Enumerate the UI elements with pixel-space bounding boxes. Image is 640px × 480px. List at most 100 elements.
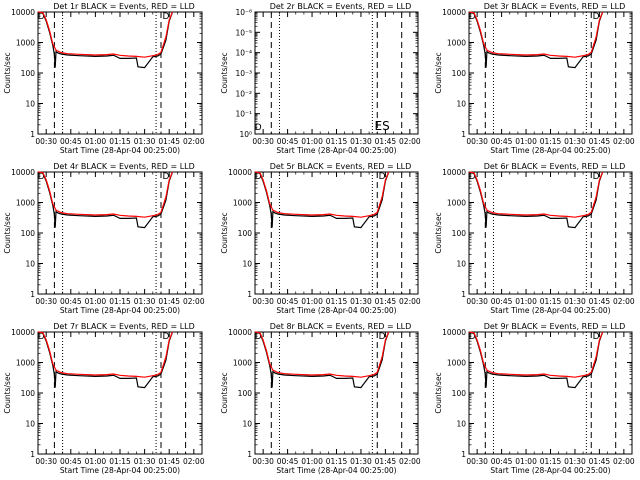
x-tick-label: 01:15: [326, 137, 348, 146]
panel-det-4r: Det 4r BLACK = Events, RED = LLD 1 10 100 10…: [3, 162, 205, 315]
annotation-label: D: [379, 172, 386, 182]
annotation-label: D: [379, 332, 386, 342]
y-tick-label: 1000: [233, 359, 252, 368]
x-tick-label: 01:00: [85, 457, 107, 466]
y-tick-label: 10⁻²: [235, 89, 252, 98]
x-tick-label: 01:15: [109, 457, 131, 466]
y-tick-label: 1: [30, 450, 35, 459]
x-tick-label: 02:00: [183, 137, 205, 146]
annotation-label: D: [469, 332, 476, 342]
annotation-label: D: [38, 172, 45, 182]
x-tick-label: 00:30: [252, 137, 274, 146]
x-tick-label: 02:00: [399, 297, 421, 306]
x-tick-label: 01:45: [375, 457, 397, 466]
y-tick-label: 100: [452, 229, 467, 238]
series-line-events: [468, 11, 604, 69]
x-tick-label: 00:30: [466, 457, 488, 466]
series-line-events: [37, 171, 174, 229]
y-tick-label: 10⁻¹: [235, 110, 252, 119]
x-tick-label: 00:45: [491, 457, 513, 466]
x-tick-label: 01:30: [564, 297, 586, 306]
y-tick-label: 100: [238, 229, 253, 238]
panel-det-7r: Det 7r BLACK = Events, RED = LLD 1 10 100 10…: [3, 322, 205, 475]
panel-det-2r: Det 2r BLACK = Events, RED = LLD 10⁰ 10⁻¹ 1…: [220, 2, 421, 155]
annotation-label: ES: [375, 119, 390, 133]
y-tick-label: 10: [25, 420, 35, 429]
y-axis-label: Counts/sec: [3, 212, 12, 253]
annotation-label: D: [593, 332, 600, 342]
y-tick-label: 1: [461, 450, 466, 459]
x-tick-label: 01:45: [589, 297, 611, 306]
x-tick-label: 00:45: [60, 457, 82, 466]
y-tick-label: 10: [25, 100, 35, 109]
y-tick-label: 10000: [442, 8, 466, 17]
y-tick-label: 100: [238, 389, 253, 398]
y-tick-label: 10: [456, 260, 466, 269]
annotation-label: D: [38, 12, 45, 22]
x-tick-label: 01:30: [134, 137, 156, 146]
annotation-label: D: [255, 123, 262, 133]
panel-title: Det 7r BLACK = Events, RED = LLD: [53, 322, 195, 331]
x-tick-label: 01:00: [515, 457, 537, 466]
series-line-lld: [254, 171, 390, 218]
y-tick-label: 100: [21, 389, 36, 398]
annotation-label: D: [469, 12, 476, 22]
y-tick-label: 10000: [228, 328, 252, 337]
panel-det-9r: Det 9r BLACK = Events, RED = LLD 1 10 100 10…: [434, 322, 635, 475]
y-tick-label: 1000: [233, 199, 252, 208]
y-tick-label: 1: [30, 130, 35, 139]
x-tick-label: 00:45: [60, 297, 82, 306]
y-tick-label: 1: [30, 290, 35, 299]
x-tick-label: 00:30: [35, 457, 57, 466]
y-tick-label: 1000: [16, 359, 35, 368]
x-tick-label: 01:00: [85, 297, 107, 306]
x-axis-label: Start Time (28-Apr-04 00:25:00): [60, 466, 180, 475]
x-axis-label: Start Time (28-Apr-04 00:25:00): [490, 146, 610, 155]
y-tick-label: 1000: [16, 39, 35, 48]
x-tick-label: 01:00: [85, 137, 107, 146]
x-axis-label: Start Time (28-Apr-04 00:25:00): [60, 146, 180, 155]
x-tick-label: 00:45: [277, 137, 299, 146]
x-tick-label: 01:15: [540, 297, 562, 306]
x-tick-label: 01:15: [109, 137, 131, 146]
x-tick-label: 01:30: [134, 457, 156, 466]
x-tick-label: 00:30: [35, 297, 57, 306]
series-line-lld: [37, 11, 174, 58]
y-tick-label: 1: [461, 130, 466, 139]
y-tick-label: 10: [242, 260, 252, 269]
x-tick-label: 01:45: [375, 137, 397, 146]
x-tick-label: 01:45: [158, 297, 180, 306]
x-axis-label: Start Time (28-Apr-04 00:25:00): [490, 466, 610, 475]
panel-det-6r: Det 6r BLACK = Events, RED = LLD 1 10 100 10…: [434, 162, 635, 315]
annotation-label: D: [593, 12, 600, 22]
x-tick-label: 02:00: [613, 137, 635, 146]
annotation-label: D: [255, 172, 262, 182]
y-axis-label: Counts/sec: [3, 52, 12, 93]
x-tick-label: 01:30: [564, 137, 586, 146]
annotation-label: D: [38, 332, 45, 342]
y-tick-label: 10⁻⁴: [235, 49, 252, 58]
y-tick-label: 1: [461, 290, 466, 299]
x-tick-label: 00:30: [35, 137, 57, 146]
y-tick-label: 100: [452, 69, 467, 78]
panel-title: Det 9r BLACK = Events, RED = LLD: [484, 322, 626, 331]
y-tick-label: 10: [25, 260, 35, 269]
x-tick-label: 01:15: [109, 297, 131, 306]
series-line-lld: [37, 331, 174, 378]
x-tick-label: 01:45: [158, 457, 180, 466]
panel-title: Det 2r BLACK = Events, RED = LLD: [270, 2, 412, 11]
series-line-events: [468, 171, 604, 229]
x-tick-label: 01:00: [515, 297, 537, 306]
x-tick-label: 01:30: [350, 297, 372, 306]
x-tick-label: 02:00: [613, 457, 635, 466]
y-tick-label: 10: [242, 420, 252, 429]
x-tick-label: 00:30: [466, 137, 488, 146]
y-tick-label: 10000: [228, 168, 252, 177]
x-tick-label: 01:30: [350, 137, 372, 146]
panel-title: Det 5r BLACK = Events, RED = LLD: [270, 162, 412, 171]
panel-title: Det 1r BLACK = Events, RED = LLD: [53, 2, 195, 11]
y-tick-label: 100: [452, 389, 467, 398]
x-tick-label: 01:30: [134, 297, 156, 306]
annotation-label: D: [162, 172, 169, 182]
